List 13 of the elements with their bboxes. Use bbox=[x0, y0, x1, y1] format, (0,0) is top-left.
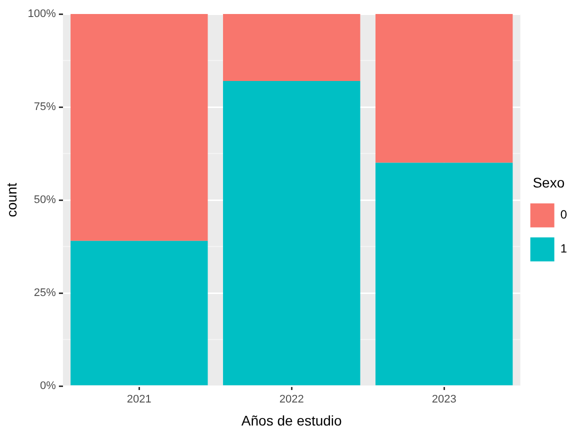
legend-label: 0 bbox=[560, 208, 568, 222]
y-tick-label: 100% bbox=[28, 8, 56, 20]
x-tick-label: 2023 bbox=[432, 394, 456, 406]
x-tick-label: 2021 bbox=[126, 394, 152, 406]
x-axis-title: Años de estudio bbox=[241, 412, 342, 428]
y-axis-title: count bbox=[3, 182, 20, 218]
y-tick-label: 50% bbox=[34, 194, 56, 206]
y-tick-label: 25% bbox=[34, 287, 56, 300]
y-tick-label: 0% bbox=[40, 380, 56, 392]
y-tick-label: 75% bbox=[34, 101, 56, 114]
x-tick-label: 2022 bbox=[279, 394, 304, 406]
legend-label: 1 bbox=[560, 242, 568, 256]
legend-title: Sexo bbox=[532, 174, 565, 190]
